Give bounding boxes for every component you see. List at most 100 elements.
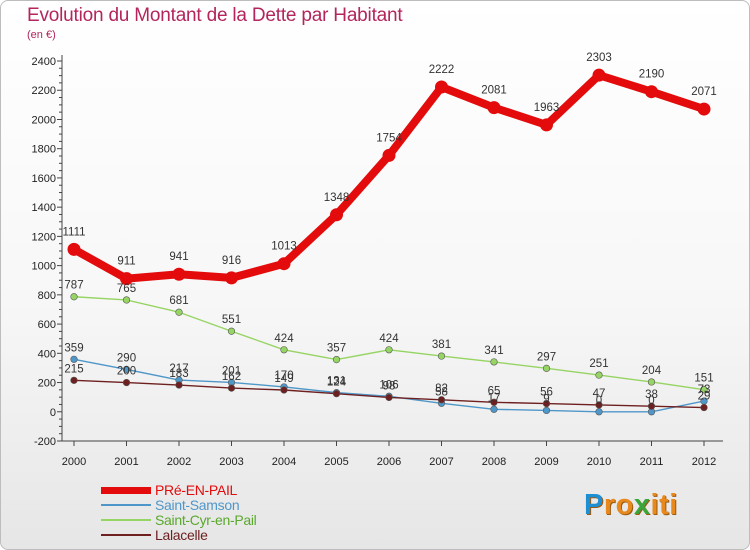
series-point [540, 118, 553, 132]
data-label: 2081 [481, 85, 507, 97]
series-point [280, 346, 288, 354]
y-tick-label: 400 [38, 348, 56, 360]
series-point [647, 402, 656, 410]
y-tick-label: 1800 [32, 144, 56, 156]
series-point [592, 68, 606, 82]
series-point [542, 399, 551, 408]
x-tick-label: 2011 [640, 456, 664, 468]
series-point [595, 408, 603, 416]
data-label: 341 [484, 345, 503, 357]
series-point [645, 85, 658, 99]
series-point [330, 208, 343, 222]
y-tick-label: -200 [34, 436, 56, 448]
series-point [595, 401, 603, 409]
legend-label: Saint-Cyr-en-Pail [155, 512, 257, 528]
legend-label: Lalacelle [155, 527, 208, 543]
y-tick-label: 1200 [32, 231, 56, 243]
series-point [280, 386, 288, 394]
x-tick-label: 2000 [62, 456, 86, 468]
data-label: 183 [169, 368, 188, 380]
data-label: 0 [596, 395, 602, 407]
x-tick-label: 2012 [692, 456, 716, 468]
data-label: 9 [543, 393, 549, 405]
x-tick-label: 2002 [167, 456, 191, 468]
data-label: 765 [117, 283, 136, 295]
x-tick-label: 2009 [534, 456, 558, 468]
data-label: 424 [379, 333, 399, 345]
data-label: 82 [435, 383, 448, 395]
data-label: 1348 [324, 192, 350, 204]
series-point [332, 355, 341, 364]
data-label: 2071 [691, 86, 717, 98]
y-tick-label: 200 [38, 378, 56, 390]
series-point [700, 403, 708, 412]
series-point [490, 398, 498, 406]
x-tick-label: 2005 [324, 456, 348, 468]
data-label: 73 [698, 384, 711, 396]
series-point [277, 257, 291, 271]
y-tick-label: 0 [50, 407, 56, 419]
data-label: 251 [589, 358, 608, 370]
data-label: 911 [117, 256, 135, 268]
data-label: 2303 [586, 52, 612, 64]
data-label: 201 [222, 365, 241, 377]
data-label: 106 [379, 379, 398, 391]
series-point [385, 346, 393, 354]
data-label: 151 [694, 373, 713, 385]
data-label: 170 [274, 370, 293, 382]
data-label: 0 [648, 395, 654, 407]
series-point [70, 293, 78, 301]
data-label: 916 [222, 255, 241, 267]
series-point [542, 364, 551, 372]
series-point [382, 148, 396, 162]
x-tick-label: 2004 [272, 456, 296, 468]
series-point [70, 355, 78, 363]
data-label: 65 [488, 385, 501, 397]
series-point [122, 365, 131, 373]
data-label: 98 [383, 380, 396, 392]
chart-unit: (en €) [27, 29, 56, 41]
data-label: 359 [64, 342, 83, 354]
y-tick-label: 1000 [32, 261, 56, 273]
brand-letter: r [603, 489, 616, 521]
series-point [647, 378, 656, 386]
x-tick-label: 2010 [587, 456, 611, 468]
series-point [67, 242, 81, 256]
series-points [67, 68, 711, 416]
y-tick-label: 2200 [32, 85, 56, 97]
data-label: 297 [537, 351, 556, 363]
brand-letter: i [669, 489, 678, 521]
data-label: 1111 [62, 226, 85, 238]
series-point [385, 393, 393, 402]
series-point [175, 381, 183, 389]
x-tick-label: 2008 [482, 456, 506, 468]
data-label: 162 [222, 371, 241, 383]
y-tick-label: 600 [38, 319, 56, 331]
series-line-0 [70, 71, 708, 283]
series-point [700, 386, 708, 394]
data-label: 29 [698, 391, 711, 403]
series-point [122, 296, 131, 304]
data-label: 58 [435, 386, 448, 398]
series-point [227, 384, 236, 392]
legend-swatch [101, 504, 151, 506]
data-label: 215 [64, 363, 83, 375]
legend-swatch [101, 519, 151, 521]
series-point [227, 327, 236, 335]
series-point [225, 271, 238, 285]
brand-logo: Proxiti [584, 489, 678, 522]
y-tick-label: 2400 [32, 56, 56, 68]
data-label: 681 [169, 295, 188, 307]
brand-letter: o [615, 489, 634, 521]
series-point [70, 376, 78, 384]
data-label: 787 [64, 280, 83, 292]
data-label: 941 [169, 251, 188, 263]
data-label: 124 [327, 377, 347, 389]
y-tick-label: 1600 [32, 173, 56, 185]
x-tick-label: 2003 [219, 456, 243, 468]
series-point [437, 352, 446, 360]
y-tick-label: 1400 [32, 202, 56, 214]
data-label: 2222 [429, 64, 455, 76]
x-tick-label: 2001 [114, 456, 138, 468]
